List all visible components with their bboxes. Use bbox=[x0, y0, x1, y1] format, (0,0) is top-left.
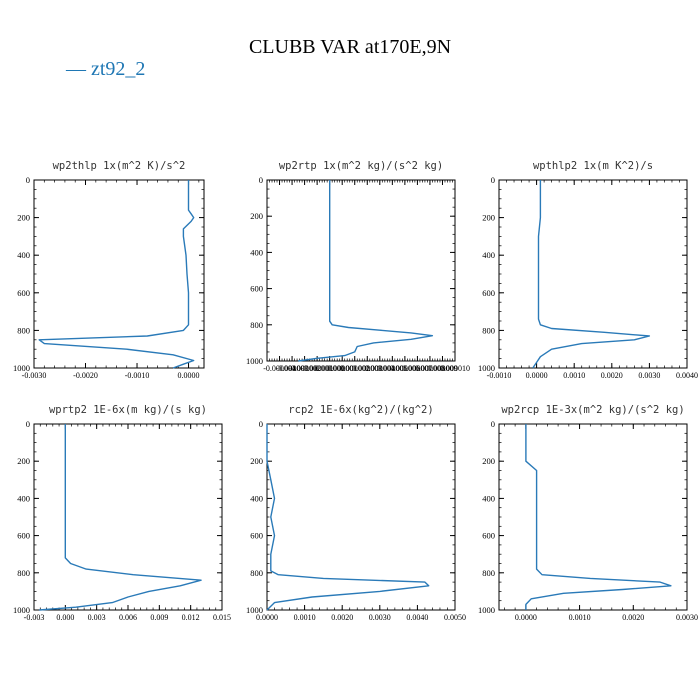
y-tick-label: 1000 bbox=[478, 363, 495, 373]
x-tick-label: 0.000003 bbox=[352, 364, 382, 373]
panel-title: wp2thlp 1x(m^2 K)/s^2 bbox=[53, 160, 186, 172]
y-tick-label: 200 bbox=[17, 213, 30, 223]
x-tick-label: 0.0000 bbox=[515, 613, 537, 622]
x-tick-label: -0.0010 bbox=[125, 371, 150, 380]
y-tick-label: 400 bbox=[17, 250, 30, 260]
x-tick-label: 0.0030 bbox=[676, 613, 698, 622]
x-tick-label: 0.012 bbox=[182, 613, 200, 622]
series-line bbox=[532, 180, 651, 369]
x-tick-label: -0.003 bbox=[24, 613, 45, 622]
y-tick-label: 200 bbox=[482, 456, 495, 466]
x-tick-label: 0.000004 bbox=[365, 364, 395, 373]
y-tick-label: 800 bbox=[250, 320, 263, 330]
x-tick-label: 0.0050 bbox=[444, 613, 466, 622]
panel-title: wpthlp2 1x(m K^2)/s bbox=[533, 160, 653, 172]
x-tick-label: 0.009 bbox=[150, 613, 168, 622]
series-line bbox=[38, 180, 195, 369]
x-tick-label: -0.0020 bbox=[73, 371, 98, 380]
series-line bbox=[39, 424, 202, 611]
y-tick-label: 1000 bbox=[13, 605, 30, 615]
y-tick-label: 1000 bbox=[246, 605, 263, 615]
x-tick-label: 0.000002 bbox=[340, 364, 370, 373]
panel-frame bbox=[498, 179, 688, 369]
y-tick-label: 0 bbox=[491, 175, 495, 185]
y-tick-label: 800 bbox=[17, 325, 30, 335]
y-tick-label: 1000 bbox=[246, 356, 263, 366]
x-tick-label: -0.000002 bbox=[288, 364, 321, 373]
y-tick-label: 600 bbox=[482, 288, 495, 298]
x-tick-label: 0.000 bbox=[56, 613, 74, 622]
x-tick-label: 0.0000 bbox=[526, 371, 548, 380]
y-tick-label: 400 bbox=[250, 493, 263, 503]
y-tick-label: 200 bbox=[482, 213, 495, 223]
panel-title: wprtp2 1E-6x(m kg)/(s kg) bbox=[49, 404, 207, 416]
panel-frame bbox=[266, 423, 456, 611]
y-tick-label: 200 bbox=[250, 456, 263, 466]
x-tick-label: -0.000003 bbox=[276, 364, 309, 373]
x-tick-label: 0.000006 bbox=[390, 364, 420, 373]
x-tick-label: 0.0040 bbox=[676, 371, 698, 380]
y-tick-label: 0 bbox=[491, 419, 495, 429]
y-tick-label: 600 bbox=[250, 531, 263, 541]
y-tick-label: 800 bbox=[250, 568, 263, 578]
y-tick-label: 0 bbox=[259, 419, 263, 429]
panel-title: rcp2 1E-6x(kg^2)/(kg^2) bbox=[288, 404, 433, 416]
panel-title: wp2rtp 1x(m^2 kg)/(s^2 kg) bbox=[279, 160, 443, 172]
y-tick-label: 1000 bbox=[478, 605, 495, 615]
x-tick-label: -0.000001 bbox=[301, 364, 334, 373]
x-tick-label: 0.000008 bbox=[415, 364, 445, 373]
y-tick-label: 600 bbox=[250, 284, 263, 294]
panel-title: wp2rcp 1E-3x(m^2 kg)/(s^2 kg) bbox=[501, 404, 684, 416]
x-tick-label: -0.000004 bbox=[263, 364, 296, 373]
x-tick-label: 0.0030 bbox=[638, 371, 660, 380]
x-tick-label: 0.0020 bbox=[331, 613, 353, 622]
y-tick-label: 600 bbox=[17, 531, 30, 541]
x-tick-label: 0.000001 bbox=[327, 364, 357, 373]
panel-frame bbox=[266, 179, 456, 362]
y-tick-label: 0 bbox=[259, 175, 263, 185]
x-tick-label: 0.000005 bbox=[377, 364, 407, 373]
x-tick-label: 0.0000 bbox=[178, 371, 200, 380]
y-tick-label: 800 bbox=[482, 325, 495, 335]
x-tick-label: 0.006 bbox=[119, 613, 137, 622]
y-tick-label: 600 bbox=[17, 288, 30, 298]
x-tick-label: 0.015 bbox=[213, 613, 231, 622]
x-tick-label: 0.000009 bbox=[427, 364, 457, 373]
x-tick-label: 0.0000 bbox=[256, 613, 278, 622]
x-tick-label: -0.0010 bbox=[487, 371, 512, 380]
x-tick-label: -0.0030 bbox=[22, 371, 47, 380]
y-tick-label: 0 bbox=[26, 175, 30, 185]
y-tick-label: 400 bbox=[482, 493, 495, 503]
y-tick-label: 400 bbox=[250, 247, 263, 257]
figure-title: CLUBB VAR at170E,9N bbox=[248, 36, 452, 58]
x-tick-label: 0.0020 bbox=[601, 371, 623, 380]
panel-frame bbox=[33, 179, 205, 369]
y-tick-label: 200 bbox=[17, 456, 30, 466]
y-tick-label: 0 bbox=[26, 419, 30, 429]
series-line bbox=[298, 180, 434, 362]
x-tick-label: 0.000000 bbox=[315, 364, 345, 373]
y-tick-label: 800 bbox=[17, 568, 30, 578]
x-tick-label: 0.003 bbox=[88, 613, 106, 622]
x-tick-label: 0.000010 bbox=[440, 364, 470, 373]
x-tick-label: 0.0010 bbox=[563, 371, 585, 380]
series-line bbox=[525, 424, 672, 610]
x-tick-label: 0.0010 bbox=[569, 613, 591, 622]
y-tick-label: 200 bbox=[250, 211, 263, 221]
legend-entry: — zt92_2 bbox=[66, 58, 146, 80]
y-tick-label: 600 bbox=[482, 531, 495, 541]
x-tick-label: 0.0020 bbox=[622, 613, 644, 622]
y-tick-label: 400 bbox=[482, 250, 495, 260]
x-tick-label: 0.0030 bbox=[369, 613, 391, 622]
y-tick-label: 400 bbox=[17, 493, 30, 503]
x-tick-label: 0.000007 bbox=[402, 364, 432, 373]
x-tick-label: 0.0010 bbox=[294, 613, 316, 622]
series-line bbox=[266, 424, 430, 611]
y-tick-label: 1000 bbox=[13, 363, 30, 373]
x-tick-label: 0.0040 bbox=[406, 613, 428, 622]
y-tick-label: 800 bbox=[482, 568, 495, 578]
